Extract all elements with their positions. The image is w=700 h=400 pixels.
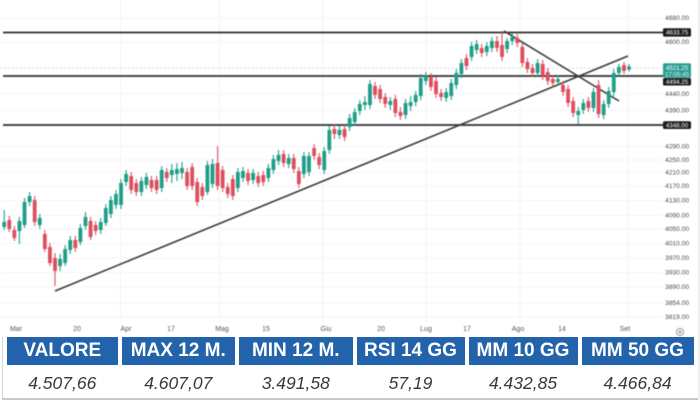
svg-text:Set: Set	[620, 326, 631, 333]
svg-text:3970.00: 3970.00	[665, 255, 689, 262]
svg-text:4390.00: 4390.00	[665, 108, 689, 115]
svg-text:Giu: Giu	[321, 326, 332, 333]
svg-text:17: 17	[463, 326, 471, 333]
svg-text:4210.00: 4210.00	[665, 170, 689, 177]
svg-text:4440.00: 4440.00	[665, 91, 689, 98]
svg-text:4050.00: 4050.00	[665, 226, 689, 233]
svg-text:3854.00: 3854.00	[665, 300, 689, 307]
svg-text:4348.00: 4348.00	[666, 122, 689, 129]
svg-text:4130.00: 4130.00	[665, 198, 689, 205]
svg-text:4494.25: 4494.25	[666, 79, 689, 86]
svg-text:4521.25: 4521.25	[666, 65, 689, 72]
svg-text:4600.00: 4600.00	[665, 39, 689, 46]
svg-text:3890.00: 3890.00	[665, 284, 689, 291]
svg-text:4290.00: 4290.00	[665, 144, 689, 151]
svg-text:3930.00: 3930.00	[665, 270, 689, 277]
svg-text:Mar: Mar	[10, 326, 23, 333]
svg-text:4170.00: 4170.00	[665, 183, 689, 190]
svg-text:4090.00: 4090.00	[665, 213, 689, 220]
svg-text:4250.00: 4250.00	[665, 157, 689, 164]
svg-text:20: 20	[377, 326, 385, 333]
svg-text:14: 14	[558, 326, 566, 333]
svg-text:Mag: Mag	[215, 326, 229, 333]
svg-text:Lug: Lug	[420, 326, 432, 333]
svg-text:4633.75: 4633.75	[666, 30, 689, 37]
svg-text:Ago: Ago	[512, 326, 525, 333]
svg-text:20: 20	[73, 326, 81, 333]
svg-text:4010.00: 4010.00	[665, 241, 689, 248]
svg-text:17:05:45: 17:05:45	[665, 71, 690, 78]
svg-text:4680.00: 4680.00	[665, 15, 689, 22]
svg-text:3819.00: 3819.00	[665, 314, 689, 321]
svg-text:Apr: Apr	[121, 326, 133, 333]
svg-text:17: 17	[167, 326, 175, 333]
svg-text:15: 15	[262, 326, 270, 333]
